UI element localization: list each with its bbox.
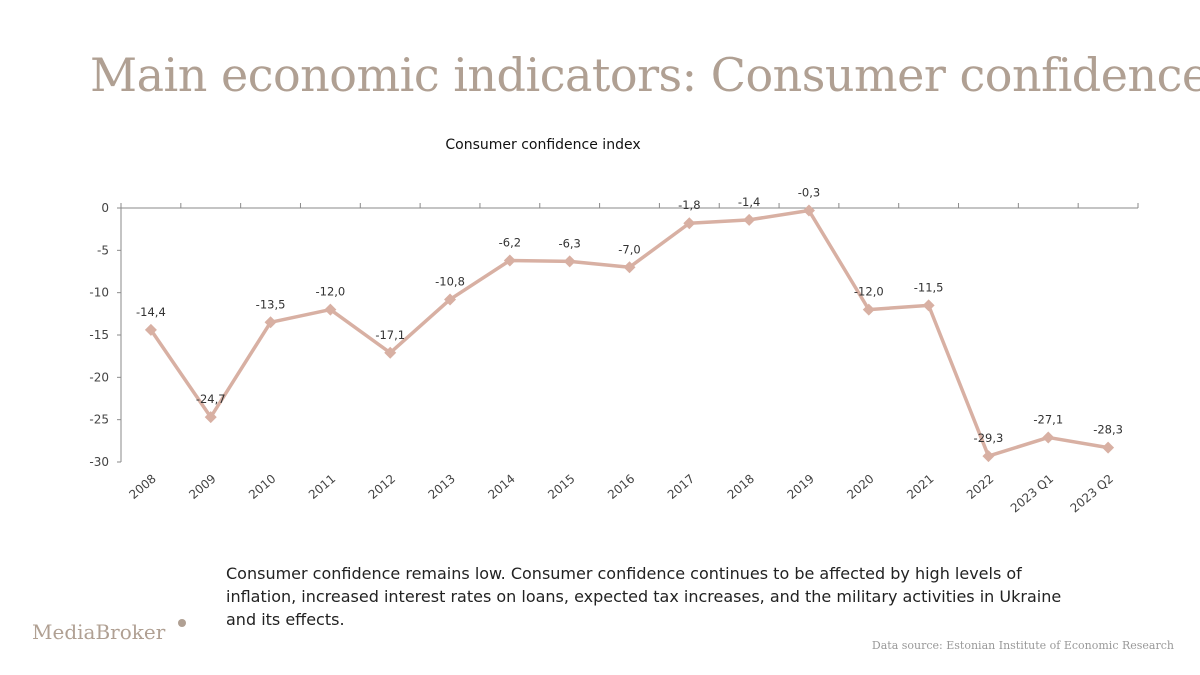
data-label: -6,2 [499,235,521,249]
x-tick-label: 2020 [844,472,876,502]
y-tick-label: -10 [89,286,109,300]
x-tick-label: 2013 [426,472,458,502]
data-point-marker [1042,431,1055,444]
data-point-marker [384,346,397,359]
slide-title: Main economic indicators: Consumer confi… [90,48,1200,102]
x-tick-label: 2018 [725,472,757,502]
data-label: -0,3 [798,186,820,200]
x-tick-label: 2016 [605,472,637,502]
x-tick-label: 2010 [246,472,278,502]
data-label: -6,3 [558,236,580,250]
x-tick-label: 2009 [186,472,218,502]
y-tick-label: -20 [89,370,109,384]
y-tick-label: -30 [89,455,109,469]
data-label: -12,0 [854,285,884,299]
y-tick-label: -15 [89,328,109,342]
x-tick-label: 2017 [665,472,697,502]
data-label: -1,4 [738,195,760,209]
data-label: -17,1 [375,328,405,342]
y-tick-label: -25 [89,413,109,427]
data-point-marker [324,303,337,316]
data-label: -1,8 [678,198,700,212]
data-label: -7,0 [618,242,640,256]
y-tick-label: -5 [97,243,109,257]
chart-title: Consumer confidence index [445,137,640,153]
data-point-marker [1102,441,1115,454]
data-point-marker [623,261,636,274]
data-point-marker [204,411,217,424]
data-point-marker [563,255,576,268]
data-point-marker [743,213,756,226]
data-point-marker [444,293,457,306]
data-label: -28,3 [1093,423,1123,437]
data-label: -14,4 [136,305,166,319]
data-label: -13,5 [256,297,286,311]
x-tick-label: 2023 Q2 [1068,472,1116,516]
logo-dot [178,619,186,627]
consumer-confidence-chart: Consumer confidence index 0 -5 -10 -15 -20 -2… [89,137,1139,516]
x-tick-label: 2022 [964,472,996,502]
x-tick-label: 2011 [306,472,338,502]
data-label: -11,5 [914,280,944,294]
data-label: -10,8 [435,274,465,288]
x-tick-label: 2019 [784,472,816,502]
data-point-marker [264,316,277,329]
data-point-marker [862,303,875,316]
x-tick-label: 2021 [904,472,936,502]
data-point-marker [503,254,516,267]
chart-caption: Consumer confidence remains low. Consume… [226,564,1062,629]
x-tick-label: 2014 [485,472,517,502]
x-tick-label: 2023 Q1 [1008,472,1056,516]
x-tick-label: 2012 [366,472,398,502]
data-point-marker [144,323,157,336]
data-label: -27,1 [1033,412,1063,426]
x-tick-label: 2015 [545,472,577,502]
x-tick-label: 2008 [126,472,158,502]
data-point-marker [802,204,815,217]
data-point-marker [683,217,696,230]
data-label: -29,3 [974,431,1004,445]
data-source: Data source: Estonian Institute of Econo… [871,639,1174,652]
data-point-marker [982,450,995,463]
company-logo: MediaBroker [32,620,166,644]
data-label: -12,0 [315,285,345,299]
data-label: -24,7 [196,392,226,406]
chart-plot: -14,4 -24,7 -13,5 -12,0 -17,1 -10,8 -6,2 -6,3 -7… [136,186,1123,463]
y-tick-label: 0 [101,201,109,215]
data-point-marker [922,299,935,312]
